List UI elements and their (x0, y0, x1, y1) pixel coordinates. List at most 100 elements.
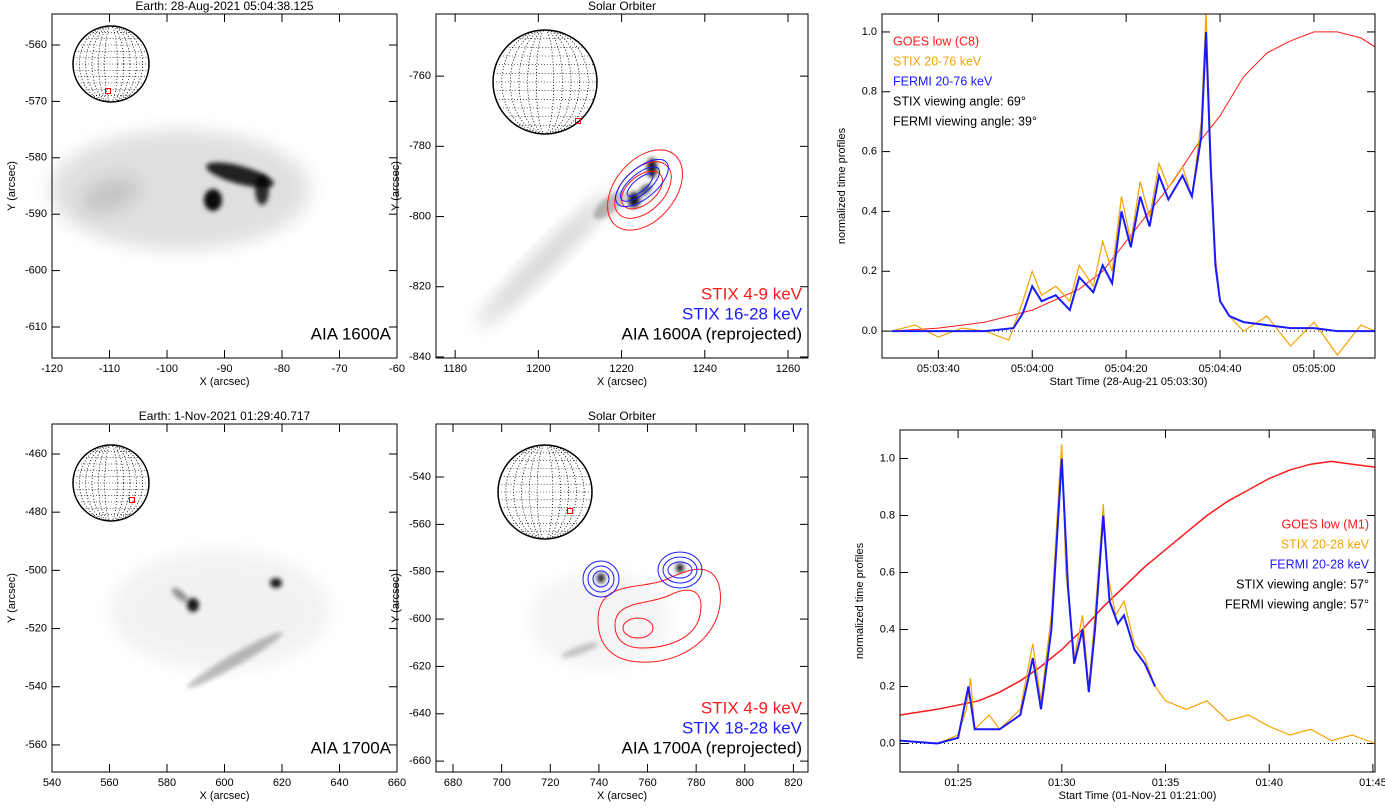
x-tick-label: 05:04:20 (1105, 363, 1148, 375)
legend-entry: STIX 16-28 keV (682, 304, 803, 323)
sun-disk (497, 444, 593, 540)
contour (620, 166, 660, 202)
sun-meridian (501, 29, 589, 135)
contour (597, 568, 721, 663)
legend-entry: GOES low (M1) (1281, 517, 1369, 531)
x-tick-label: 05:03:40 (917, 363, 960, 375)
image-label: AIA 1700A (311, 738, 392, 757)
y-tick-label: -480 (25, 506, 47, 518)
legend-entry: STIX 20-76 keV (893, 54, 982, 68)
legend-entry: STIX 4-9 keV (701, 284, 803, 303)
x-tick-label: 620 (273, 777, 291, 789)
sun-disk (72, 444, 150, 522)
contour (615, 158, 669, 208)
emission (477, 192, 613, 328)
y-axis-title: Y (arcsec) (6, 573, 18, 623)
contour (587, 565, 615, 593)
sun-meridian (510, 29, 580, 135)
x-tick-label: 680 (444, 777, 462, 789)
series-line (900, 444, 1375, 745)
x-tick-label: 05:05:00 (1293, 363, 1336, 375)
x-tick-label: 1220 (609, 363, 633, 375)
x-tick-label: 01:25 (944, 777, 972, 789)
y-tick-label: -590 (25, 208, 47, 220)
x-tick-label: -100 (156, 363, 178, 375)
x-tick-label: 780 (687, 777, 705, 789)
y-tick-label: 0.2 (862, 265, 877, 277)
flare-marker (575, 118, 581, 124)
x-tick-label: -60 (389, 363, 405, 375)
contour (621, 170, 663, 210)
x-axis-title: X (arcsec) (199, 376, 249, 388)
sun-meridian (79, 444, 143, 522)
x-tick-label: -70 (332, 363, 348, 375)
y-tick-label: 0.8 (880, 509, 895, 521)
emission (270, 578, 282, 588)
emission (204, 189, 222, 211)
sun-meridian (527, 29, 563, 135)
emission (50, 130, 310, 250)
x-tick-label: 01:40 (1255, 777, 1283, 789)
flare-marker (105, 88, 111, 94)
x-tick-label: -90 (217, 363, 233, 375)
y-tick-label: -520 (25, 622, 47, 634)
y-tick-label: -560 (409, 518, 431, 530)
image-label: AIA 1600A (reprojected) (621, 324, 802, 343)
y-tick-label: 1.0 (862, 26, 877, 38)
plot-frame (435, 423, 809, 773)
contour (622, 617, 654, 639)
series-line (900, 458, 1157, 745)
plot-background (882, 14, 1375, 358)
series-line (891, 14, 1375, 357)
x-tick-label: -110 (99, 363, 120, 375)
image-label: AIA 1700A (reprojected) (621, 738, 802, 757)
sun-meridian (513, 444, 577, 540)
contour (592, 570, 610, 588)
sun-meridian (85, 25, 137, 103)
x-axis-title: X (arcsec) (597, 376, 647, 388)
y-tick-label: 0.8 (862, 86, 877, 98)
y-tick-label: -840 (409, 351, 431, 363)
x-tick-label: 700 (492, 777, 510, 789)
y-tick-label: 0.6 (862, 146, 877, 158)
y-tick-label: -540 (25, 681, 47, 693)
panel-title: Earth: 28-Aug-2021 05:04:38.125 (135, 0, 313, 13)
legend-entry: STIX 18-28 keV (682, 718, 803, 737)
emission (561, 642, 599, 658)
x-axis-title: X (arcsec) (199, 790, 249, 802)
contour (662, 556, 698, 584)
plot-frame (51, 423, 398, 773)
x-tick-label: 540 (43, 777, 61, 789)
emission (530, 570, 670, 670)
x-tick-label: 1200 (526, 363, 550, 375)
contour (657, 551, 703, 589)
x-axis-title: X (arcsec) (597, 790, 647, 802)
contour (614, 589, 702, 649)
plot-background (900, 430, 1375, 772)
y-tick-label: -660 (409, 755, 431, 767)
flare-marker (567, 508, 573, 514)
sun-meridian (85, 444, 137, 522)
x-tick-label: 600 (215, 777, 233, 789)
emission (187, 632, 283, 688)
x-tick-label: 01:30 (1048, 777, 1076, 789)
sun-meridian (79, 25, 143, 103)
x-tick-label: 1180 (443, 363, 467, 375)
y-tick-label: 1.0 (880, 452, 895, 464)
legend-entry: STIX 20-28 keV (1281, 537, 1370, 551)
y-tick-label: -610 (25, 321, 47, 333)
flare-marker (129, 497, 135, 503)
annotation: FERMI viewing angle: 57° (1225, 597, 1369, 611)
emission (171, 587, 189, 603)
y-tick-label: 0.6 (880, 566, 895, 578)
y-tick-label: 0.2 (880, 680, 895, 692)
x-tick-label: -120 (41, 363, 63, 375)
x-tick-label: 580 (158, 777, 176, 789)
y-tick-label: -580 (409, 566, 431, 578)
y-tick-label: -570 (25, 95, 47, 107)
y-tick-label: -820 (409, 281, 431, 293)
x-axis-title: Start Time (28-Aug-21 05:03:30) (1050, 376, 1208, 388)
x-tick-label: 05:04:00 (1011, 363, 1054, 375)
emission (597, 573, 605, 583)
